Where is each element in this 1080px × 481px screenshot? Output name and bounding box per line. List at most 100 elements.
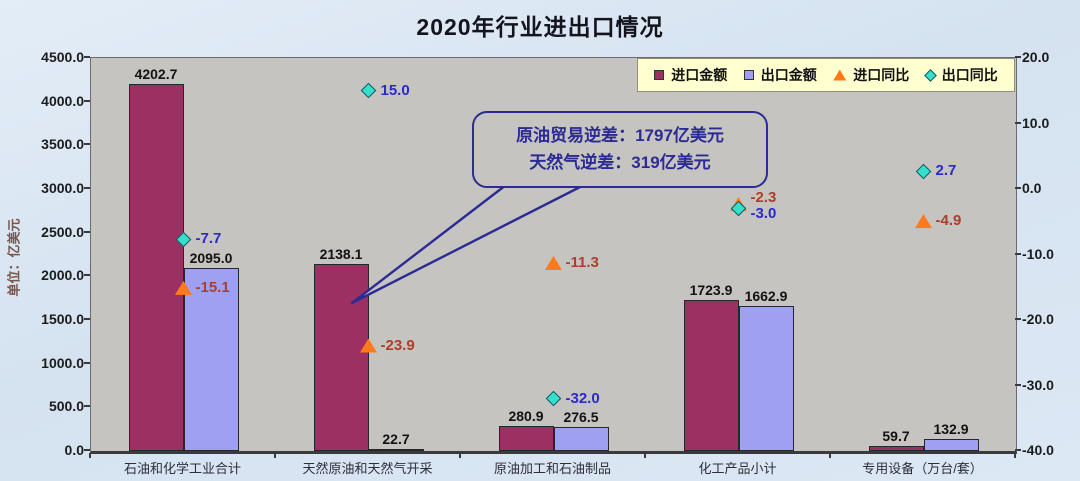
y-axis-left-tick: [84, 449, 90, 451]
y-axis-left-tick-label: 3500.0: [41, 136, 84, 153]
legend-square-icon: [743, 70, 754, 80]
y-axis-right-tick-label: -40.0: [1022, 442, 1054, 458]
y-axis-left-tick: [84, 274, 90, 277]
y-axis-left-tick-label: 1000.0: [41, 354, 84, 371]
legend-item-export-amount: 出口金额: [743, 65, 817, 85]
legend-item-export-yoy: 出口同比: [923, 65, 998, 85]
y-axis-left-tick: [84, 361, 90, 364]
x-axis-tick: [1014, 453, 1016, 458]
y-axis-left-tick-label: 2500.0: [41, 223, 84, 240]
bar-export-amount: [923, 439, 979, 451]
bar-export-amount: [553, 427, 609, 451]
x-axis-category-label: 天然原油和天然气开采: [302, 461, 433, 476]
import-yoy-value-label: -4.9: [935, 212, 962, 230]
y-axis-left-tick-label: 1500.0: [41, 311, 84, 327]
y-axis-right-tick: [1015, 252, 1021, 255]
export-yoy-diamond-icon: [915, 163, 932, 180]
bar-import-amount: [128, 84, 184, 451]
legend-label-import-yoy: 进口同比: [853, 67, 910, 83]
x-axis-category-label: 化工产品小计: [698, 461, 777, 476]
y-axis-right-tick-label: -30.0: [1022, 376, 1054, 393]
bar-import-amount: [498, 426, 554, 451]
bar-value-label-import-amount: 2138.1: [319, 246, 363, 262]
y-axis-right-tick-label: 10.0: [1022, 114, 1050, 131]
legend-square-icon: [654, 70, 665, 80]
import-yoy-triangle-icon: [915, 214, 932, 229]
import-yoy-value-label: -23.9: [380, 336, 415, 354]
x-axis-tick: [89, 453, 91, 458]
export-yoy-diamond-icon: [730, 200, 747, 217]
y-axis-right-tick-label: -20.0: [1022, 311, 1054, 327]
bar-import-amount: [683, 300, 739, 451]
y-axis-left-tick: [84, 187, 90, 189]
annotation-callout: 原油贸易逆差：1797亿美元 天然气逆差：319亿美元: [472, 111, 768, 188]
x-axis-category-label: 专用设备（万台/套）: [862, 461, 983, 476]
y-axis-left-tick-label: 4500.0: [41, 49, 84, 65]
export-yoy-value-label: -3.0: [750, 205, 777, 223]
y-axis-left-tick: [84, 99, 90, 102]
y-axis-right-tick-label: -10.0: [1022, 245, 1054, 262]
legend-label-export-yoy: 出口同比: [941, 67, 998, 83]
chart-title: 2020年行业进出口情况: [416, 14, 664, 40]
bar-value-label-import-amount: 59.7: [882, 428, 910, 444]
import-yoy-value-label: -11.3: [565, 254, 599, 271]
y-axis-left-tick-label: 500.0: [48, 398, 84, 415]
y-axis-right-tick-label: 20.0: [1022, 49, 1050, 65]
legend-diamond-icon: [923, 68, 937, 82]
y-axis-right-tick: [1015, 121, 1021, 124]
export-yoy-value-label: 2.7: [935, 162, 957, 180]
y-axis-left-tick: [84, 56, 90, 58]
bar-value-label-import-amount: 4202.7: [134, 66, 178, 82]
bar-value-label-import-amount: 1723.9: [689, 282, 733, 298]
y-axis-right-tick: [1015, 56, 1021, 58]
y-axis-left-tick: [84, 230, 90, 233]
bar-value-label-import-amount: 280.9: [508, 408, 544, 424]
y-axis-right-tick: [1015, 187, 1021, 189]
legend-item-import-amount: 进口金额: [654, 65, 727, 85]
y-axis-left-tick-label: 0.0: [64, 442, 84, 458]
y-axis-left-tick: [84, 318, 90, 320]
bar-value-label-export-amount: 1662.9: [744, 288, 788, 304]
bar-value-label-export-amount: 2095.0: [189, 250, 233, 266]
annotation-line-1: 原油贸易逆差：1797亿美元: [516, 126, 724, 146]
export-yoy-value-label: 15.0: [380, 81, 410, 99]
y-axis-left-tick: [84, 405, 90, 408]
x-axis-tick: [829, 453, 831, 458]
legend-label-export-amount: 出口金额: [760, 67, 817, 83]
import-yoy-triangle-icon: [545, 256, 562, 270]
x-axis-tick: [644, 453, 646, 458]
bar-value-label-export-amount: 22.7: [382, 431, 410, 447]
x-axis-category-label: 原油加工和石油制品: [493, 461, 611, 476]
y-axis-left-tick-label: 3000.0: [41, 180, 84, 196]
y-axis-left-tick-label: 4000.0: [41, 92, 84, 109]
y-axis-right-tick: [1015, 449, 1021, 451]
annotation-line-2: 天然气逆差：319亿美元: [529, 152, 711, 172]
y-axis-right-tick: [1015, 383, 1021, 386]
legend-item-import-yoy: 进口同比: [833, 65, 909, 85]
bar-value-label-export-amount: 276.5: [563, 409, 599, 425]
export-yoy-diamond-icon: [360, 82, 377, 99]
import-yoy-value-label: -15.1: [195, 278, 230, 296]
bar-value-label-export-amount: 132.9: [933, 421, 969, 437]
export-yoy-diamond-icon: [545, 390, 562, 407]
legend: 进口金额 出口金额 进口同比 出口同比: [637, 58, 1015, 92]
legend-label-import-amount: 进口金额: [671, 67, 728, 83]
x-axis-tick: [459, 453, 461, 458]
y-axis-right-tick: [1015, 318, 1021, 320]
export-yoy-value-label: -32.0: [565, 389, 600, 407]
bar-export-amount: [183, 268, 239, 451]
bar-import-amount: [313, 264, 369, 451]
x-axis-tick: [274, 453, 276, 458]
import-yoy-value-label: -2.3: [750, 189, 777, 207]
export-yoy-value-label: -7.7: [195, 230, 222, 248]
y-axis-left-tick: [84, 143, 90, 146]
x-axis-category-label: 石油和化学工业合计: [123, 461, 241, 476]
bar-export-amount: [738, 306, 794, 451]
legend-triangle-icon: [833, 69, 847, 81]
y-axis-right-tick-label: 0.0: [1022, 180, 1042, 196]
bar-export-amount: [368, 449, 424, 451]
y-axis-left-tick-label: 2000.0: [41, 267, 84, 284]
bar-import-amount: [868, 446, 924, 451]
y-axis-title: 单位：亿美元: [6, 218, 22, 297]
